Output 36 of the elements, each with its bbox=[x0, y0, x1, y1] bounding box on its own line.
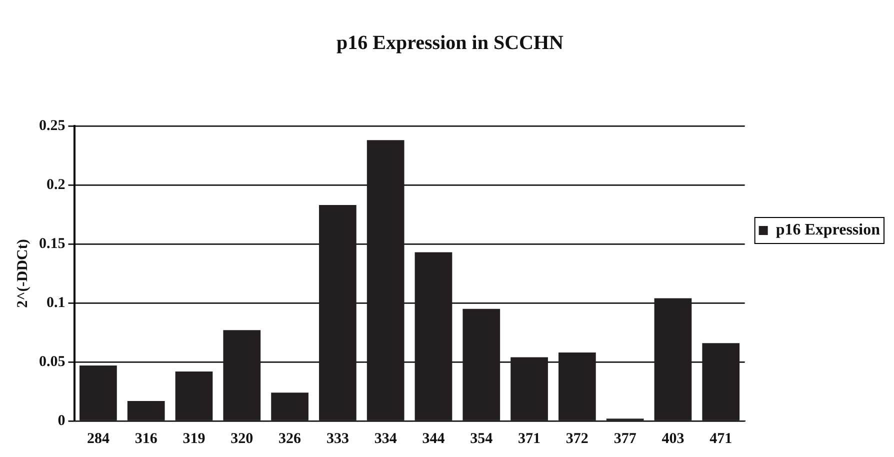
bar bbox=[654, 298, 692, 420]
x-tick-label: 354 bbox=[470, 430, 494, 447]
bar bbox=[80, 366, 117, 420]
bar bbox=[271, 392, 308, 420]
x-tick-label: 344 bbox=[422, 430, 446, 447]
bar bbox=[319, 205, 356, 420]
y-tick-label: 0.1 bbox=[46, 294, 66, 311]
x-tick-label: 319 bbox=[182, 430, 206, 447]
x-tick-label: 371 bbox=[518, 430, 541, 447]
bar bbox=[127, 400, 165, 420]
x-tick-label: 333 bbox=[326, 430, 349, 447]
y-tick-label: 0.25 bbox=[39, 118, 66, 134]
chart-title: p16 Expression in SCCHN bbox=[336, 32, 564, 54]
x-tick-label: 284 bbox=[86, 430, 110, 447]
bar bbox=[558, 352, 596, 420]
y-tick-label: 0.05 bbox=[39, 354, 66, 370]
x-tick-label: 403 bbox=[662, 430, 684, 447]
x-tick-label: 377 bbox=[614, 430, 637, 447]
bar bbox=[414, 252, 452, 420]
bar bbox=[366, 140, 404, 420]
y-axis-title: 2^(-DDCt) bbox=[14, 239, 31, 308]
bar bbox=[510, 357, 548, 420]
bar bbox=[702, 343, 740, 420]
legend-label: p16 Expression bbox=[776, 222, 880, 239]
x-tick-label: 372 bbox=[566, 430, 588, 447]
x-tick-label: 326 bbox=[278, 430, 302, 447]
y-tick-label: 0.15 bbox=[39, 236, 66, 252]
x-tick-label: 320 bbox=[230, 430, 254, 447]
bar bbox=[462, 308, 500, 420]
y-tick-label: 0.2 bbox=[46, 176, 66, 193]
bar bbox=[175, 371, 213, 420]
x-tick-label: 316 bbox=[134, 430, 158, 447]
x-tick-label: 471 bbox=[710, 430, 732, 447]
bar bbox=[223, 330, 261, 420]
x-tick-label: 334 bbox=[374, 430, 398, 447]
y-tick-label: 0 bbox=[58, 412, 66, 429]
